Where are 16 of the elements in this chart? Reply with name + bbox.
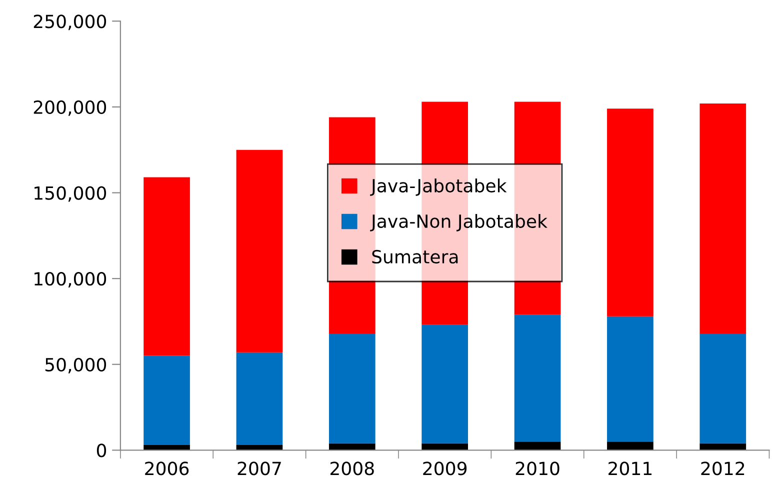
- x-tick-label: 2008: [330, 462, 374, 476]
- x-tick-label: 2009: [423, 462, 467, 476]
- y-tick-label: 100,000: [34, 272, 106, 288]
- y-tick-label: 0: [96, 444, 106, 458]
- y-tick-label: 200,000: [34, 100, 106, 116]
- x-tick-label: 2007: [238, 462, 281, 476]
- legend-label: Java-Jabotabek: [370, 178, 507, 196]
- y-tick-label: 150,000: [34, 186, 106, 202]
- x-tick-label: 2006: [145, 462, 189, 476]
- y-tick-label: 250,000: [34, 14, 106, 30]
- x-tick-label: 2012: [701, 462, 744, 476]
- x-tick-label: 2010: [516, 462, 560, 476]
- legend-label: Java-Non Jabotabek: [370, 214, 548, 232]
- y-tick-label: 50,000: [45, 358, 106, 374]
- legend-label: Sumatera: [372, 250, 458, 264]
- x-tick-label: 2011: [608, 462, 652, 476]
